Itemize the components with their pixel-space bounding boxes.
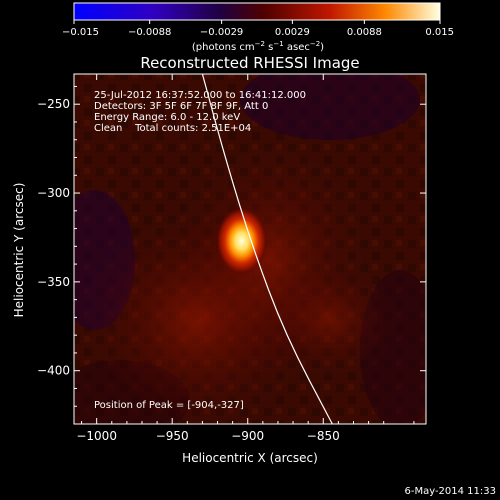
colorbar-gradient	[73, 2, 441, 21]
colorbar-tick-label: −0.0029	[200, 27, 243, 38]
colorbar-tick-label: 0.0029	[275, 27, 310, 38]
x-tick-label: −850	[307, 429, 340, 443]
colorbar-tick-label: −0.0088	[128, 27, 171, 38]
colorbar-tick-label: 0.0088	[347, 27, 382, 38]
y-tick-label: −400	[37, 364, 70, 378]
colorbar-unit-label: (photons cm−2 s−1 asec−2)	[192, 40, 324, 53]
annotation-counts: Clean Total counts: 2.51E+04	[94, 123, 251, 134]
y-tick-label: −300	[37, 186, 70, 200]
annotation-time: 25-Jul-2012 16:37:52.000 to 16:41:12.000	[94, 90, 306, 101]
y-tick-label: −350	[37, 275, 70, 289]
annotation-detectors: Detectors: 3F 5F 6F 7F 8F 9F, Att 0	[94, 101, 268, 112]
annotation-energy: Energy Range: 6.0 - 12.0 keV	[94, 112, 240, 123]
chart-title: Reconstructed RHESSI Image	[140, 54, 359, 72]
y-axis-label: Heliocentric Y (arcsec)	[12, 183, 26, 318]
footer-date: 6-May-2014 11:33	[404, 486, 496, 497]
x-tick-label: −950	[156, 429, 189, 443]
peak-position-label: Position of Peak = [-904,-327]	[94, 400, 244, 411]
x-tick-label: −900	[231, 429, 264, 443]
x-tick-label: −1000	[76, 429, 117, 443]
colorbar: −0.015 −0.0088 −0.0029 0.0029 0.0088 0.015 (p…	[62, 2, 454, 53]
colorbar-tick-label: 0.015	[425, 27, 454, 38]
x-axis-label: Heliocentric X (arcsec)	[182, 451, 318, 465]
plot-frame	[73, 73, 427, 425]
solar-limb-curve	[201, 74, 333, 424]
y-tick-label: −250	[37, 97, 70, 111]
plot-area	[74, 74, 426, 424]
colorbar-tick-label: −0.015	[62, 27, 99, 38]
flare-source	[215, 207, 268, 276]
